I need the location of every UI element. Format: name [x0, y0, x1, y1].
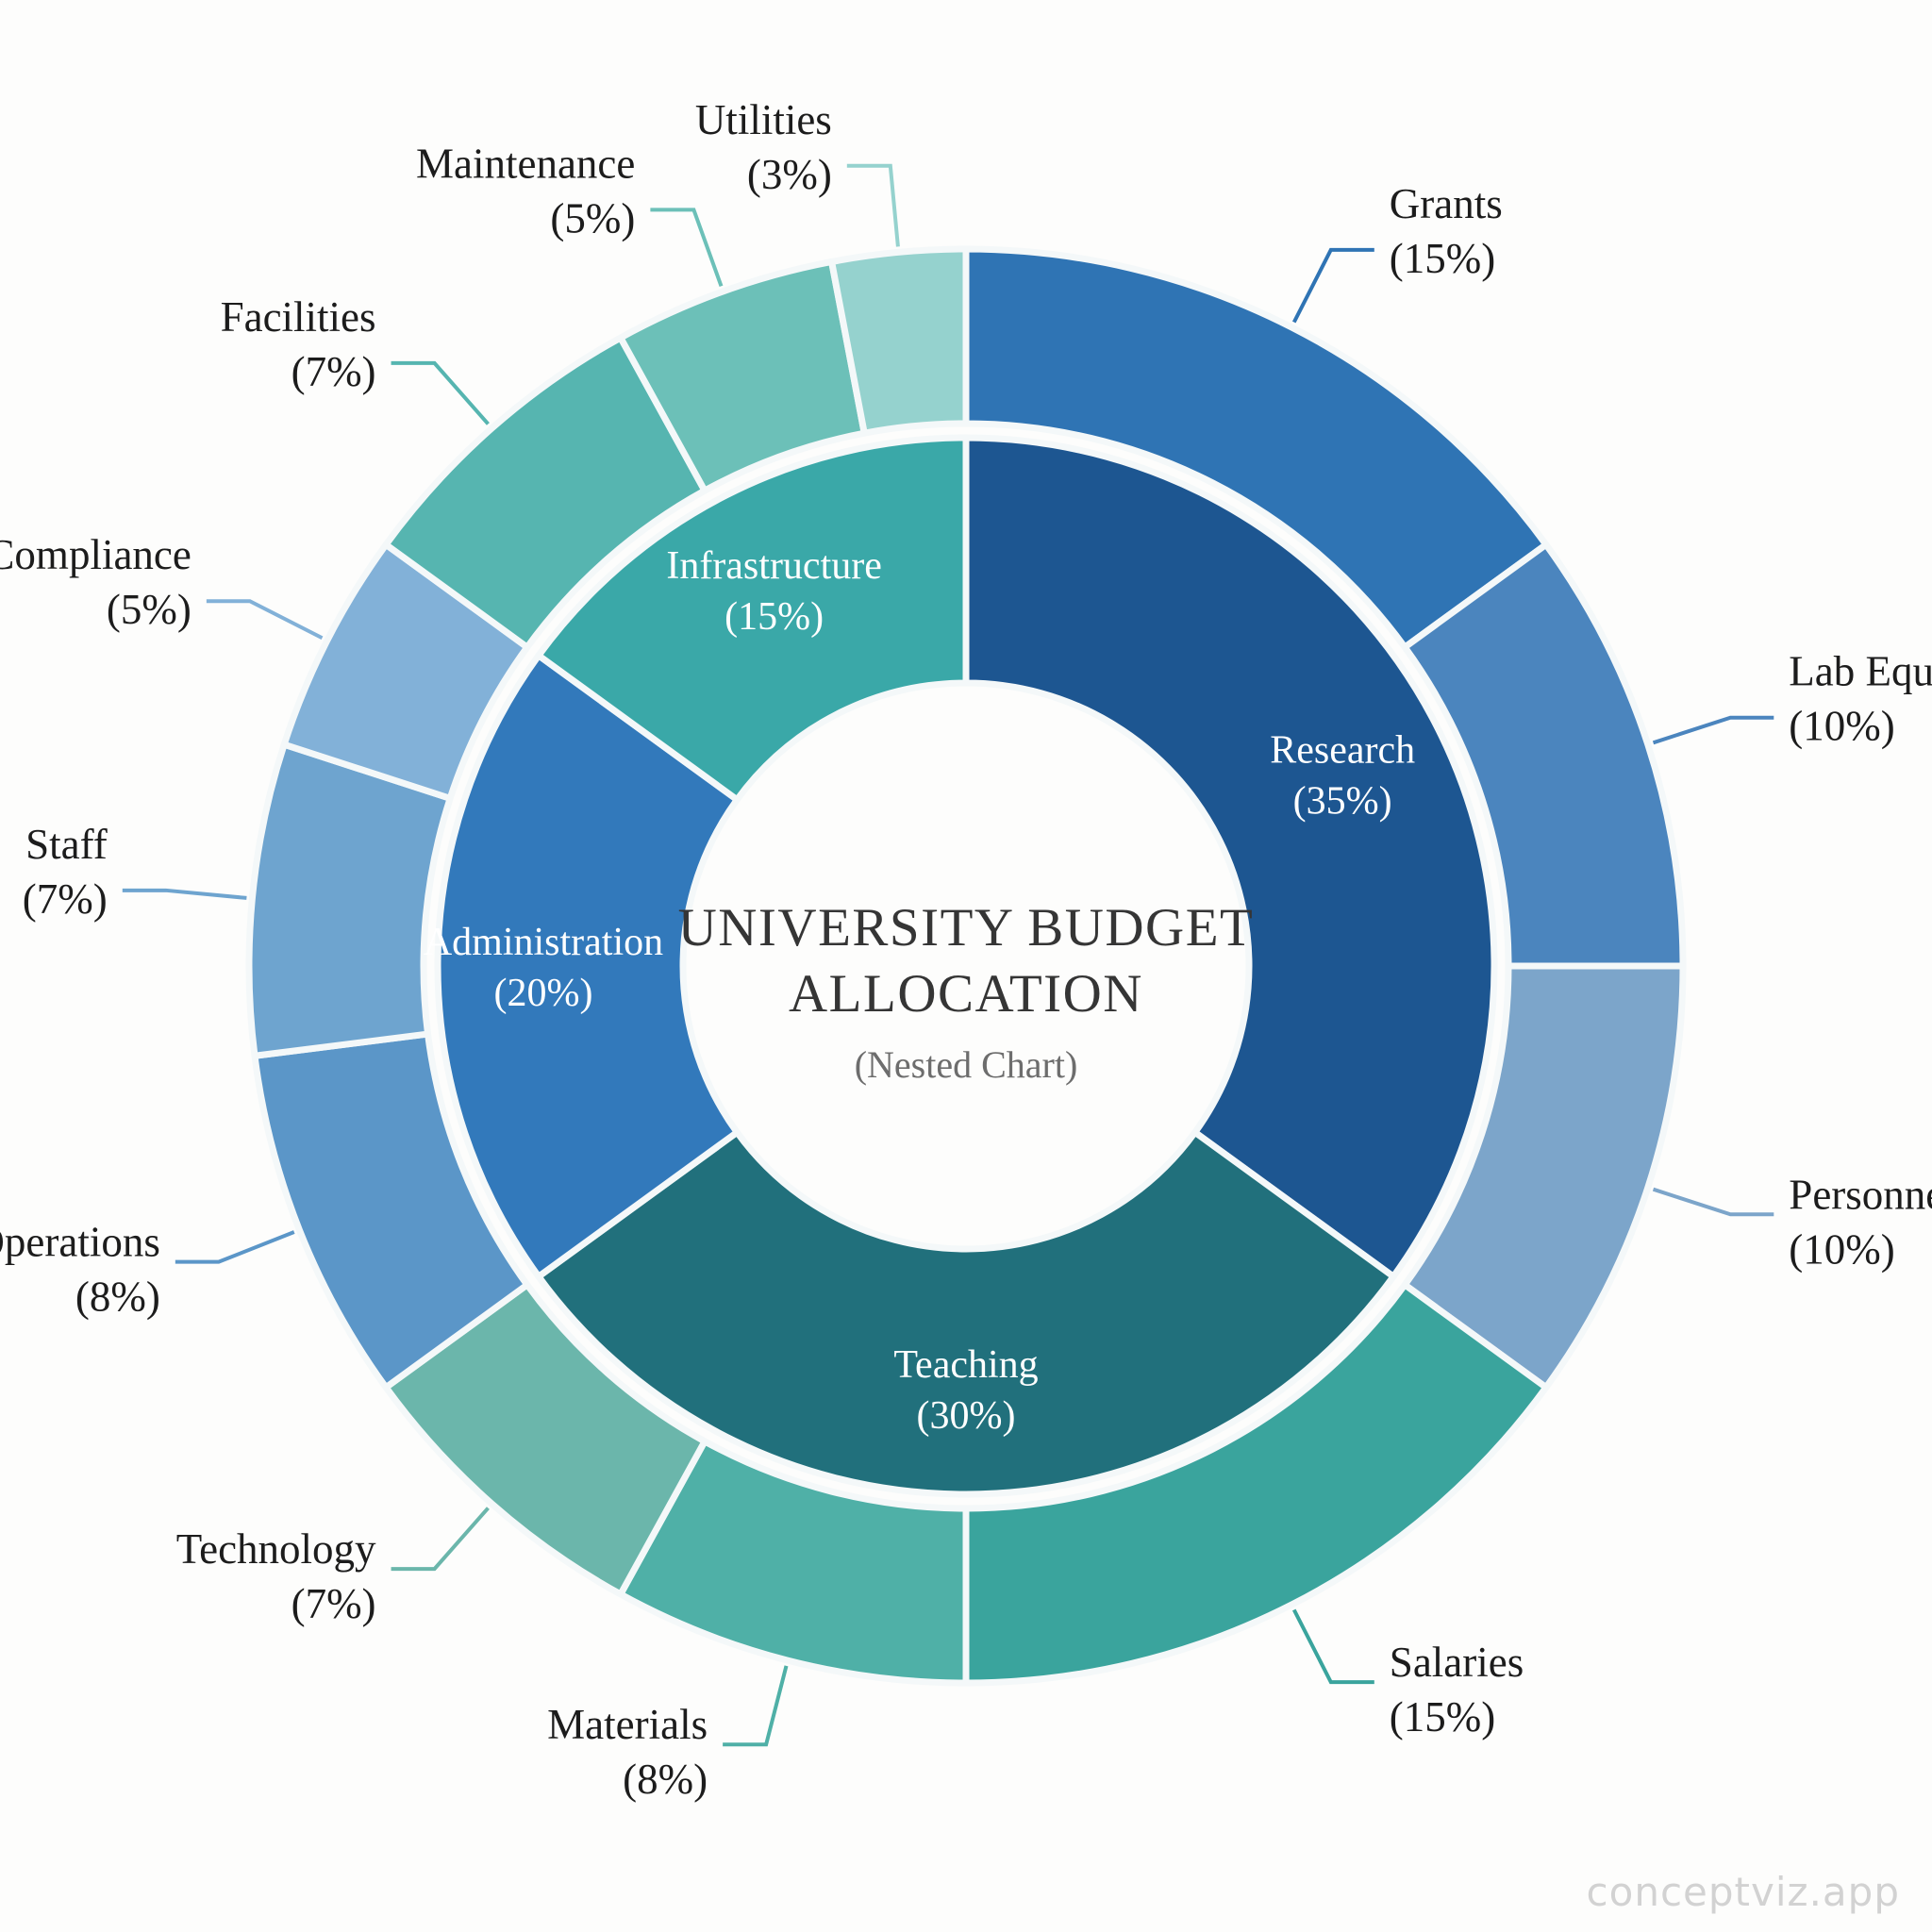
outer-label-compliance: Compliance (5%) [0, 531, 192, 633]
leader-lines [122, 163, 1774, 1747]
center-text-group: UNIVERSITY BUDGET ALLOCATION (Nested Cha… [678, 898, 1255, 1086]
leader-line-lab-equipment [1652, 715, 1774, 745]
outer-label-maintenance: Maintenance (5%) [416, 140, 635, 242]
slice-infrastructure[interactable] [535, 434, 970, 804]
slice-research[interactable] [962, 434, 1498, 1280]
outer-label-technology: Technology (7%) [176, 1525, 376, 1627]
inner-ring-labels: Research (35%) Teaching (30%) Administration… [424, 543, 1415, 1437]
outer-label-utilities: Utilities (3%) [695, 96, 832, 198]
outer-label-operations: Operations(8%) [0, 1219, 160, 1321]
leader-line-salaries [1291, 1608, 1374, 1685]
leader-line-personnel [1652, 1187, 1774, 1217]
leader-line-compliance [206, 599, 324, 641]
inner-label-administration: Administration (20%) [424, 921, 663, 1015]
slice-teaching[interactable] [535, 1128, 1397, 1498]
leader-line-operations [175, 1230, 295, 1264]
leader-line-utilities [846, 163, 900, 247]
inner-label-research: Research (35%) [1270, 728, 1415, 823]
center-subtitle: (Nested Chart) [855, 1043, 1078, 1086]
outer-label-personnel: Personnel(10%) [1789, 1171, 1932, 1273]
center-title-line1: UNIVERSITY BUDGET [678, 898, 1255, 958]
outer-label-salaries: Salaries (15%) [1390, 1639, 1524, 1740]
inner-label-infrastructure: Infrastructure (15%) [666, 543, 882, 638]
leader-line-technology [391, 1507, 490, 1572]
outer-label-staff: Staff (7%) [23, 821, 108, 923]
outer-label-facilities: Facilities (7%) [221, 293, 376, 395]
slice-administration[interactable] [434, 652, 741, 1280]
leader-line-materials [723, 1665, 789, 1747]
inner-ring-slices [434, 434, 1498, 1498]
slice-utilities[interactable] [828, 245, 970, 437]
watermark: conceptviz.app [1586, 1869, 1900, 1915]
center-title-line2: ALLOCATION [789, 964, 1143, 1024]
leader-line-facilities [391, 360, 490, 425]
inner-label-teaching: Teaching (30%) [893, 1343, 1038, 1438]
outer-ring-slices [245, 245, 1687, 1687]
outer-label-lab-equipment: Lab Equipment(10%) [1789, 648, 1932, 750]
outer-label-grants: Grants (15%) [1390, 180, 1503, 282]
outer-label-materials: Materials (8%) [547, 1701, 708, 1803]
leader-line-grants [1291, 247, 1374, 324]
leader-line-maintenance [650, 208, 724, 287]
leader-line-staff [122, 888, 247, 900]
outer-ring-labels: Grants(15%) Lab Equipment(10%) Personnel(1… [0, 96, 1932, 1803]
